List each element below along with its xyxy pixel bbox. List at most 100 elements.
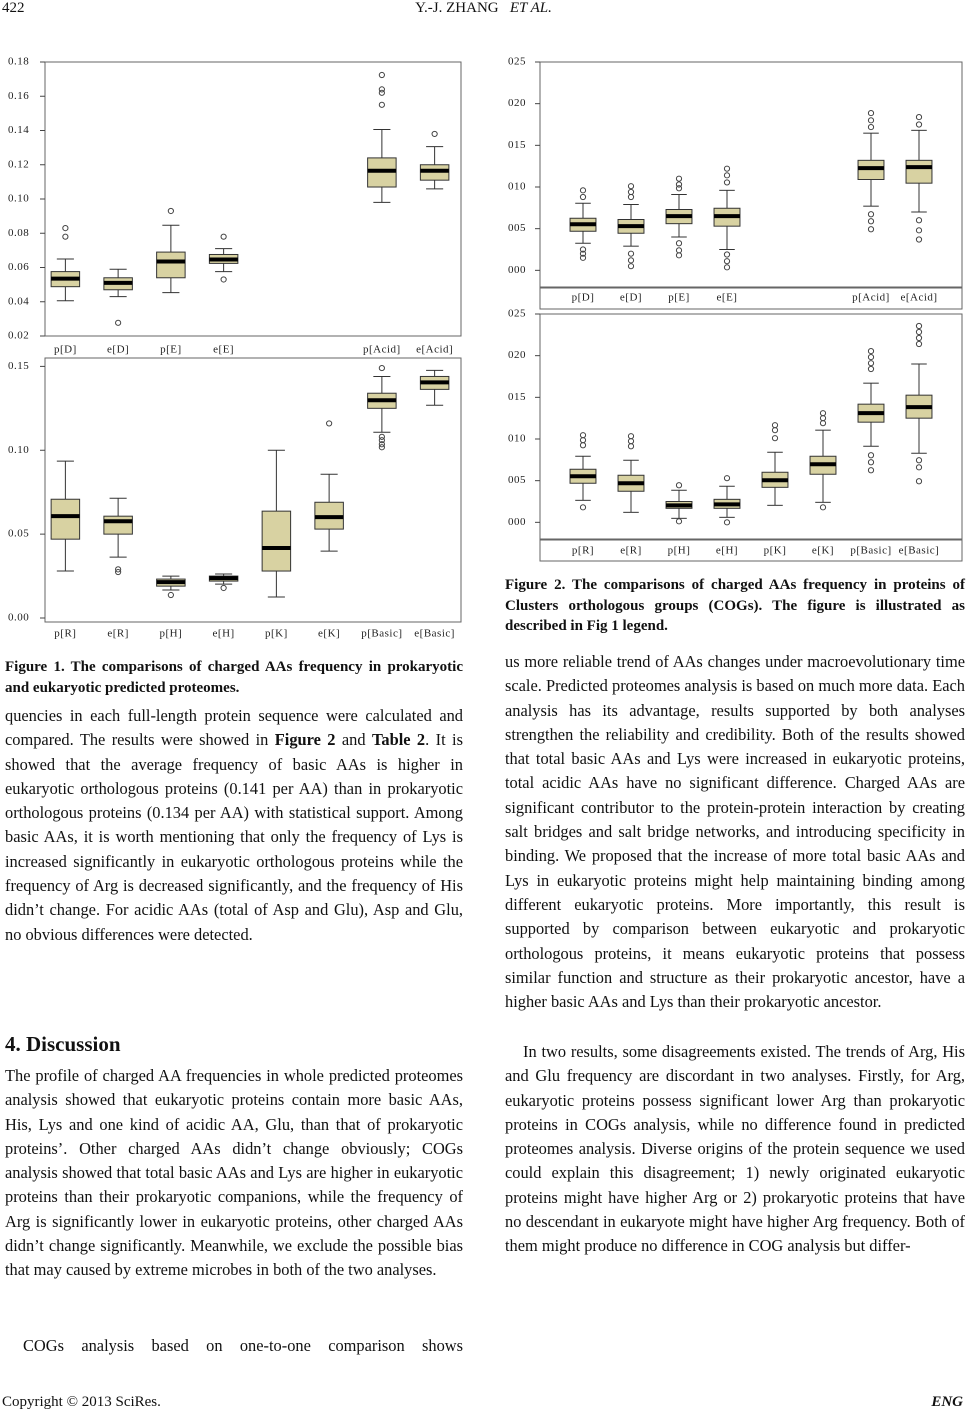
outlier (627, 183, 635, 190)
outlier (579, 254, 587, 261)
plot-frame (44, 357, 462, 623)
outlier (771, 427, 779, 434)
y-tick-label: 010 (508, 181, 526, 193)
paragraph: COGs analysis based on one-to-one compar… (23, 1336, 463, 1355)
outlier (220, 233, 227, 240)
outlier (819, 410, 827, 417)
outlier (627, 263, 635, 270)
figures: 0.02 0.04 0.06 0.08 0.10 0.12 0.14 0.16 0.18 p[D]… (8, 56, 963, 640)
outlier (115, 568, 122, 576)
outlier (867, 211, 875, 218)
box (103, 515, 133, 535)
x-tick-label: e[H] (716, 545, 738, 557)
paragraph: The profile of charged AA frequencies in… (5, 1066, 463, 1280)
outlier (723, 172, 731, 179)
paragraph: In two results, some disagreements exist… (505, 1042, 965, 1256)
outlier (675, 240, 683, 247)
x-tick-label: p[D] (54, 344, 77, 356)
figure-caption: Figure 2. The comparisons of charged AAs… (505, 577, 965, 634)
y-tick-label: 025 (508, 308, 526, 320)
outlier (867, 452, 875, 459)
journal: ENG (931, 1394, 963, 1410)
outlier (579, 504, 587, 511)
outlier (579, 250, 587, 257)
x-tick-label: p[Acid] (852, 292, 890, 304)
x-tick-label: e[R] (107, 628, 129, 640)
y-tick-label: 0.15 (8, 360, 29, 372)
outlier (62, 225, 69, 232)
outlier (867, 347, 875, 355)
outlier (819, 415, 827, 422)
y-tick-label: 015 (508, 139, 526, 151)
outlier (867, 226, 875, 233)
outlier (579, 246, 587, 253)
outlier (579, 437, 587, 444)
outlier (378, 444, 385, 451)
outlier (378, 101, 385, 108)
outlier (819, 420, 827, 427)
outlier (378, 433, 385, 440)
outlier (378, 71, 385, 79)
outlier (579, 187, 587, 194)
outlier (675, 247, 683, 254)
outlier (115, 566, 122, 573)
x-tick-label: e[D] (620, 292, 642, 304)
outlier (915, 464, 923, 471)
outlier (915, 478, 923, 485)
outlier (378, 364, 385, 372)
outlier (627, 443, 635, 450)
bold-reference: Table 2 (371, 730, 426, 750)
outlier (378, 89, 385, 96)
label-frame (539, 539, 963, 562)
copyright: Copyright © 2013 SciRes. (2, 1394, 161, 1410)
outlier (771, 422, 779, 429)
y-tick-label: 0.00 (8, 612, 29, 624)
x-tick-label: e[Acid] (900, 292, 937, 304)
y-tick-label: 0.08 (8, 227, 29, 239)
outlier (915, 113, 923, 121)
y-tick-label: 020 (508, 97, 526, 109)
outlier (867, 109, 875, 117)
outlier (675, 482, 683, 489)
text-run: quencies in each full-length protein seq… (5, 706, 463, 750)
outlier (771, 435, 779, 442)
y-tick-label: 0.02 (8, 330, 29, 342)
outlier (723, 264, 731, 271)
x-tick-label: p[E] (160, 344, 182, 356)
outlier (675, 185, 683, 192)
x-tick-label: p[H] (159, 628, 182, 640)
plot-frame (539, 313, 963, 540)
x-tick-label: e[Basic] (414, 628, 455, 640)
y-tick-label: 0.16 (8, 90, 29, 102)
outlier (723, 519, 731, 526)
outlier (723, 475, 731, 482)
outlier (723, 165, 731, 172)
outlier (915, 328, 923, 336)
y-tick-label: 005 (508, 222, 526, 234)
y-tick-label: 0.05 (8, 528, 29, 540)
y-tick-label: 0.10 (8, 444, 29, 456)
x-tick-label: e[E] (213, 344, 234, 356)
plot-frame (539, 61, 963, 288)
outlier (723, 258, 731, 265)
outlier (867, 117, 875, 124)
outlier (220, 276, 227, 283)
outlier (675, 175, 683, 182)
outlier (579, 432, 587, 439)
x-tick-label: p[H] (668, 545, 691, 557)
outlier (579, 193, 587, 201)
outlier (867, 365, 875, 373)
running-title: Y.-J. ZHANG ET AL. (0, 0, 967, 17)
x-tick-label: e[D] (107, 344, 129, 356)
outlier (723, 251, 731, 258)
outlier (867, 123, 875, 131)
box (50, 498, 81, 540)
outlier (867, 360, 875, 367)
y-tick-label: 0.12 (8, 158, 29, 170)
outlier (62, 233, 69, 240)
outlier (627, 433, 635, 440)
y-tick-label: 0.06 (8, 261, 29, 273)
y-tick-label: 010 (508, 433, 526, 445)
y-tick-label: 0.04 (8, 295, 29, 307)
outlier (915, 334, 923, 342)
